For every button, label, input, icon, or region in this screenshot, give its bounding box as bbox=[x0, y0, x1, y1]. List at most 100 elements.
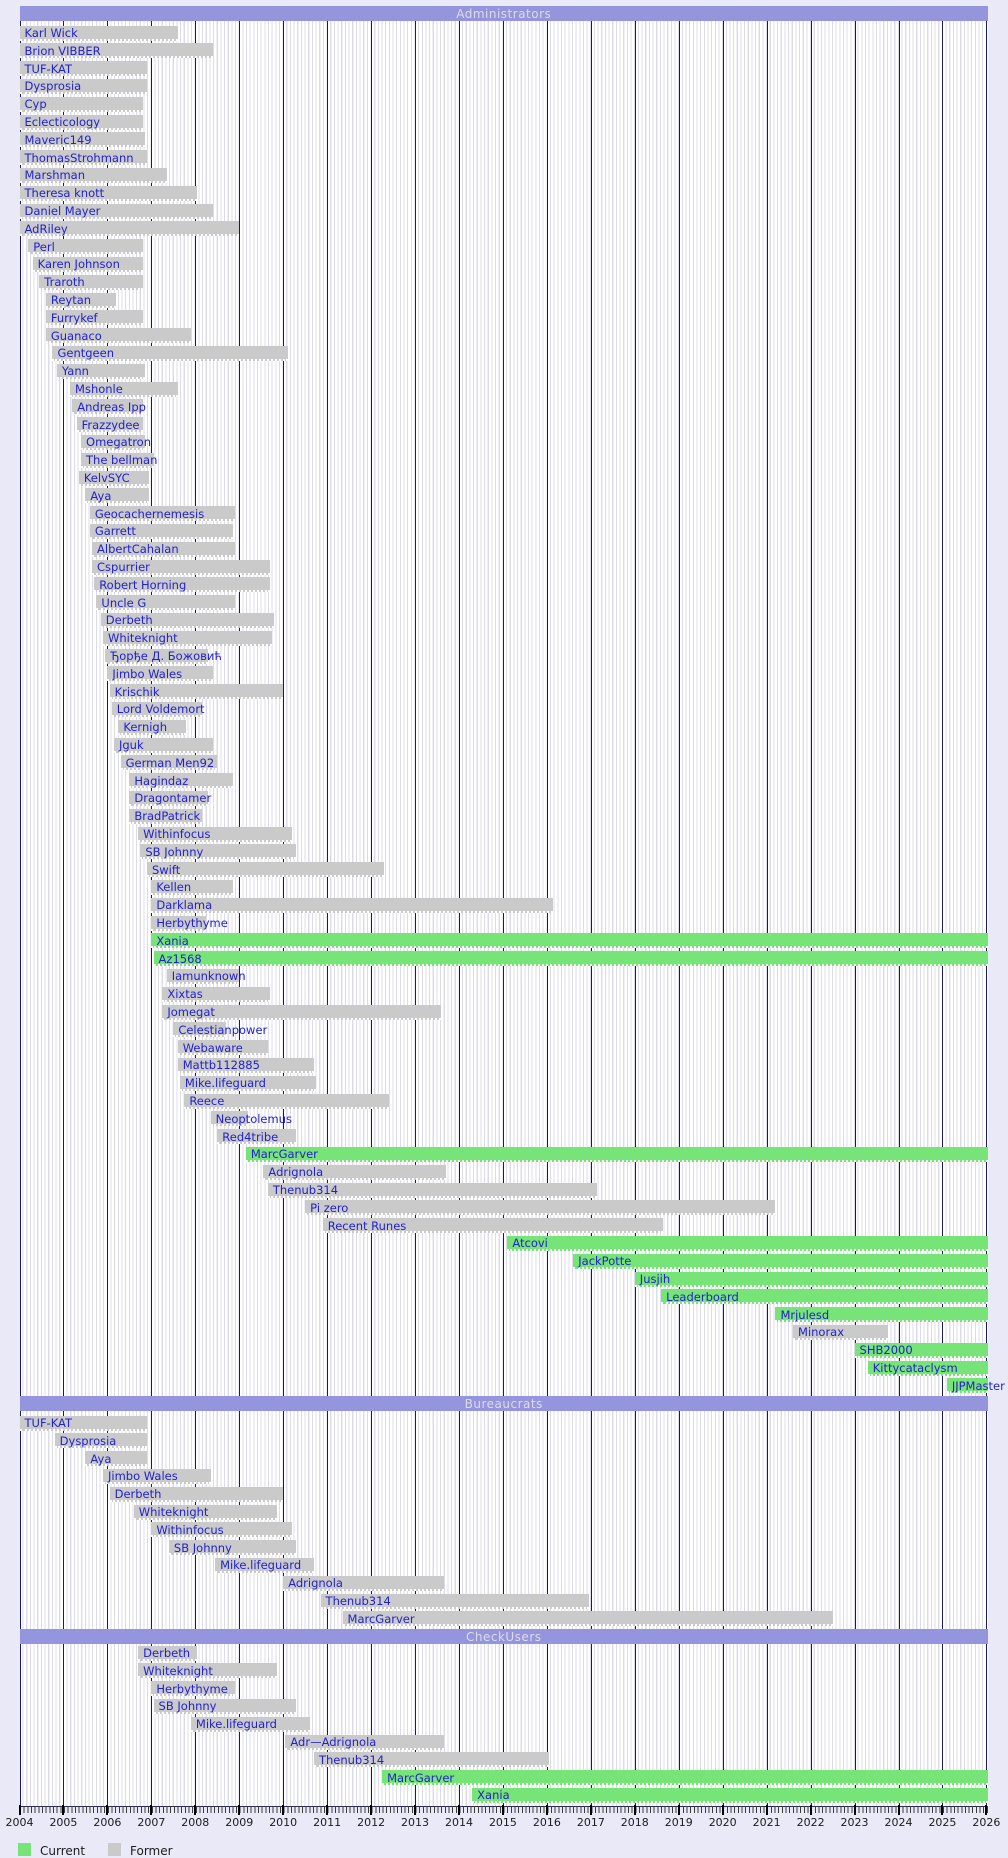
person-link[interactable]: Herbythyme bbox=[156, 916, 228, 930]
person-link[interactable]: SB Johnny bbox=[173, 1540, 232, 1555]
person-link[interactable]: Furrykef bbox=[50, 310, 98, 325]
person-link[interactable]: Dysprosia bbox=[24, 79, 82, 94]
person-link[interactable]: Whiteknight bbox=[143, 1663, 213, 1678]
person-link[interactable]: Jomegat bbox=[167, 1005, 215, 1019]
person-link[interactable]: Adrignola bbox=[268, 1165, 324, 1180]
person-link[interactable]: BradPatrick bbox=[134, 809, 201, 824]
person-link[interactable]: Mike.lifeguard bbox=[195, 1717, 277, 1732]
person-link[interactable]: MarcGarver bbox=[387, 1770, 455, 1785]
person-link[interactable]: Karl Wick bbox=[24, 26, 78, 40]
person-link[interactable]: Gentgeen bbox=[57, 346, 114, 361]
person-link[interactable]: SB Johnny bbox=[145, 844, 204, 859]
person-link[interactable]: The bellman bbox=[86, 453, 158, 468]
person-link[interactable]: Xania bbox=[477, 1788, 510, 1803]
person-link[interactable]: Dragontamer bbox=[134, 791, 212, 806]
person-link[interactable]: Mattb112885 bbox=[182, 1058, 260, 1073]
person-link[interactable]: Neoptolemus bbox=[215, 1111, 292, 1126]
person-link[interactable]: Robert Horning bbox=[99, 577, 187, 592]
person-link[interactable]: Lord Voldemort bbox=[116, 702, 205, 717]
person-link[interactable]: German Men92 bbox=[125, 755, 215, 770]
person-link[interactable]: Adrignola bbox=[288, 1576, 343, 1591]
person-link[interactable]: Xixtas bbox=[167, 987, 203, 1002]
person-link[interactable]: Xania bbox=[156, 933, 189, 948]
person-link[interactable]: Reece bbox=[189, 1094, 225, 1108]
person-link[interactable]: Krischik bbox=[114, 684, 160, 699]
person-link[interactable]: Ђорђе Д. Божовић bbox=[110, 649, 222, 663]
person-link[interactable]: Frazzydee bbox=[81, 417, 140, 432]
person-link[interactable]: Pi zero bbox=[310, 1200, 349, 1215]
person-link[interactable]: Swift bbox=[151, 862, 181, 877]
person-link[interactable]: Omegatron bbox=[86, 435, 152, 450]
person-link[interactable]: MarcGarver bbox=[347, 1611, 415, 1626]
person-link[interactable]: Aya bbox=[90, 488, 112, 503]
person-link[interactable]: Derbeth bbox=[143, 1646, 190, 1660]
person-link[interactable]: Jimbo Wales bbox=[108, 1469, 178, 1484]
person-link[interactable]: Geocachernemesis bbox=[94, 506, 205, 521]
person-link[interactable]: MarcGarver bbox=[250, 1147, 318, 1162]
person-link[interactable]: Daniel Mayer bbox=[24, 204, 101, 218]
person-link[interactable]: Recent Runes bbox=[327, 1218, 407, 1233]
person-link[interactable]: Perl bbox=[33, 239, 55, 254]
person-link[interactable]: Mrjulesd bbox=[780, 1307, 830, 1322]
person-link[interactable]: Withinfocus bbox=[156, 1522, 224, 1537]
person-link[interactable]: JJPMaster bbox=[951, 1378, 1005, 1393]
person-link[interactable]: Karen Johnson bbox=[37, 257, 120, 272]
person-link[interactable]: TUF-KAT bbox=[24, 61, 73, 76]
person-link[interactable]: Marshman bbox=[24, 168, 86, 183]
person-link[interactable]: ThomasStrohmann bbox=[24, 150, 134, 165]
person-link[interactable]: KelvSYC bbox=[83, 471, 130, 485]
person-link[interactable]: Kellen bbox=[156, 880, 192, 895]
person-link[interactable]: Derbeth bbox=[114, 1487, 162, 1502]
person-link[interactable]: Mike.lifeguard bbox=[220, 1558, 302, 1573]
person-link[interactable]: Eclecticology bbox=[24, 115, 101, 129]
person-link[interactable]: Maveric149 bbox=[24, 132, 92, 147]
person-link[interactable]: Webaware bbox=[182, 1040, 243, 1055]
person-link[interactable]: Cyp bbox=[24, 97, 47, 112]
person-link[interactable]: Jguk bbox=[118, 738, 144, 752]
person-link[interactable]: Guanaco bbox=[50, 328, 102, 343]
person-link[interactable]: Thenub314 bbox=[325, 1594, 391, 1608]
person-link[interactable]: Mshonle bbox=[75, 382, 123, 396]
person-link[interactable]: Cspurrier bbox=[97, 560, 150, 574]
person-link[interactable]: Kittycataclysm bbox=[872, 1361, 958, 1375]
person-link[interactable]: Thenub314 bbox=[272, 1183, 339, 1197]
person-link[interactable]: Aya bbox=[90, 1451, 112, 1466]
person-link[interactable]: Kernigh bbox=[123, 720, 168, 735]
person-link[interactable]: Darklama bbox=[156, 898, 213, 913]
person-link[interactable]: Withinfocus bbox=[143, 827, 211, 841]
timeline-bar-former bbox=[151, 897, 554, 913]
person-link[interactable]: Brion VIBBER bbox=[24, 43, 101, 58]
person-link[interactable]: Adr—Adrignola bbox=[290, 1735, 377, 1749]
person-link[interactable]: Derbeth bbox=[105, 613, 153, 628]
person-link[interactable]: AlbertCahalan bbox=[97, 542, 179, 557]
person-link[interactable]: Jusjih bbox=[639, 1272, 671, 1286]
timeline-bar-current bbox=[472, 1787, 988, 1803]
person-link[interactable]: Garrett bbox=[94, 524, 136, 539]
person-link[interactable]: Leaderboard bbox=[666, 1289, 739, 1304]
person-link[interactable]: SB Johnny bbox=[158, 1699, 217, 1714]
person-link[interactable]: Atcovi bbox=[512, 1236, 548, 1251]
person-link[interactable]: Uncle G bbox=[101, 595, 147, 610]
person-link[interactable]: Az1568 bbox=[158, 951, 202, 966]
person-link[interactable]: Herbythyme bbox=[156, 1681, 228, 1696]
person-link[interactable]: Hagindaz bbox=[134, 773, 189, 788]
person-link[interactable]: Traroth bbox=[44, 275, 85, 290]
person-link[interactable]: Jimbo Wales bbox=[112, 666, 183, 681]
person-link[interactable]: Thenub314 bbox=[318, 1752, 385, 1767]
person-link[interactable]: Yann bbox=[61, 364, 89, 379]
person-link[interactable]: JackPotte bbox=[578, 1254, 632, 1269]
person-link[interactable]: SHB2000 bbox=[859, 1343, 913, 1358]
person-link[interactable]: Whiteknight bbox=[108, 631, 178, 646]
person-link[interactable]: Minorax bbox=[798, 1325, 845, 1340]
person-link[interactable]: TUF-KAT bbox=[24, 1416, 73, 1430]
person-link[interactable]: Whiteknight bbox=[138, 1505, 209, 1519]
person-link[interactable]: Dysprosia bbox=[59, 1433, 117, 1448]
person-link[interactable]: Iamunknown bbox=[171, 969, 246, 984]
person-link[interactable]: Celestianpower bbox=[178, 1022, 268, 1037]
person-link[interactable]: Red4tribe bbox=[222, 1129, 279, 1144]
person-link[interactable]: Reytan bbox=[50, 293, 92, 307]
person-link[interactable]: Andreas Ipp bbox=[77, 399, 146, 414]
person-link[interactable]: Theresa knott bbox=[24, 186, 105, 201]
person-link[interactable]: AdRiley bbox=[24, 221, 68, 236]
person-link[interactable]: Mike.lifeguard bbox=[184, 1076, 266, 1091]
